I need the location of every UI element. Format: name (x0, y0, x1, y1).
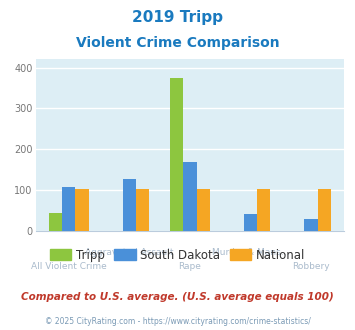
Bar (183, 162, 197, 231)
Bar (257, 189, 271, 231)
Bar (136, 189, 149, 231)
Bar (49, 213, 62, 231)
Text: Robbery: Robbery (292, 262, 330, 271)
Text: 2019 Tripp: 2019 Tripp (132, 10, 223, 25)
Bar (170, 78, 183, 231)
Text: Aggravated Assault: Aggravated Assault (85, 248, 174, 257)
Bar (197, 189, 210, 231)
Bar (76, 189, 89, 231)
Text: Murder & Mans...: Murder & Mans... (212, 248, 289, 257)
Bar (304, 219, 318, 231)
Bar (62, 187, 76, 231)
Text: Compared to U.S. average. (U.S. average equals 100): Compared to U.S. average. (U.S. average … (21, 292, 334, 302)
Bar (318, 189, 331, 231)
Text: Violent Crime Comparison: Violent Crime Comparison (76, 36, 279, 50)
Text: Rape: Rape (179, 262, 201, 271)
Bar (244, 214, 257, 231)
Bar (123, 179, 136, 231)
Legend: Tripp, South Dakota, National: Tripp, South Dakota, National (45, 244, 310, 266)
Text: © 2025 CityRating.com - https://www.cityrating.com/crime-statistics/: © 2025 CityRating.com - https://www.city… (45, 317, 310, 326)
Text: All Violent Crime: All Violent Crime (31, 262, 107, 271)
